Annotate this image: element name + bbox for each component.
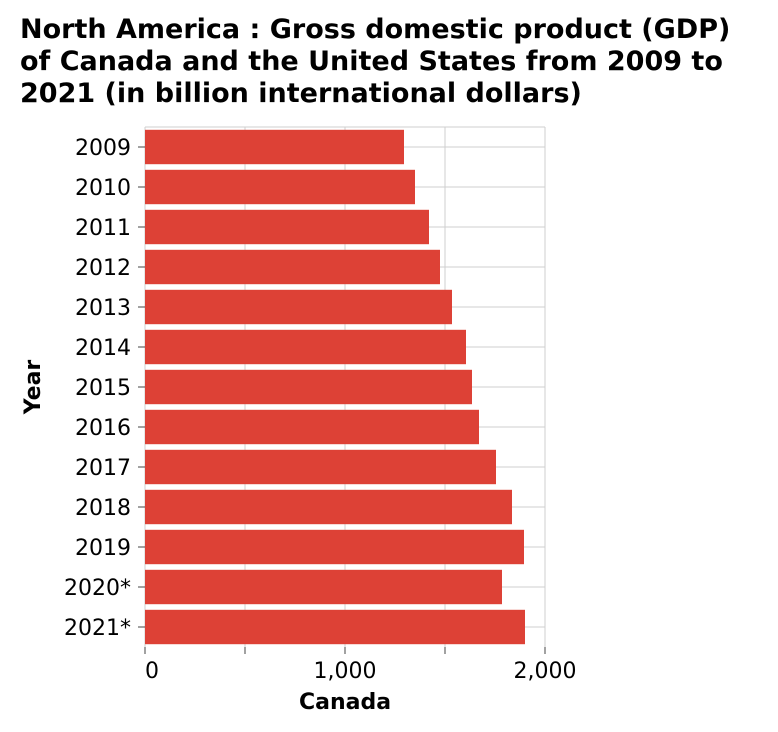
y-tick-label: 2011	[75, 216, 131, 241]
y-tick-label: 2015	[75, 376, 131, 401]
y-tick-label: 2017	[75, 456, 131, 481]
x-axis-title: Canada	[299, 690, 391, 715]
bar-2021-est	[145, 609, 525, 645]
y-tick-label: 2020*	[64, 576, 131, 601]
y-tick-label: 2010	[75, 176, 131, 201]
y-tick-label: 2019	[75, 536, 131, 561]
y-tick-label: 2009	[75, 136, 131, 161]
x-tick-label: 0	[145, 659, 159, 684]
bars	[145, 129, 525, 645]
y-tick-label: 2021*	[64, 616, 131, 641]
bar-2018	[145, 489, 512, 525]
x-tick-label: 1,000	[314, 659, 377, 684]
bar-2011	[145, 209, 429, 245]
chart-title: North America : Gross domestic product (…	[20, 14, 731, 109]
bar-2015	[145, 369, 472, 405]
bar-2010	[145, 169, 415, 205]
bar-2013	[145, 289, 452, 325]
y-axis-title: Year	[21, 360, 46, 416]
bar-2017	[145, 449, 496, 485]
y-tick-label: 2016	[75, 416, 131, 441]
bar-2009	[145, 129, 404, 165]
bar-2014	[145, 329, 466, 365]
axes: 2009 2010 2011 2012 2013 2014 2015 2016 2017 2018…	[64, 136, 576, 684]
bar-2012	[145, 249, 440, 285]
y-tick-label: 2013	[75, 296, 131, 321]
bar-2020-est	[145, 569, 502, 605]
x-tick-label: 2,000	[514, 659, 577, 684]
y-tick-label: 2018	[75, 496, 131, 521]
y-tick-label: 2012	[75, 256, 131, 281]
y-tick-label: 2014	[75, 336, 131, 361]
bar-2019	[145, 529, 524, 565]
bar-2016	[145, 409, 479, 445]
